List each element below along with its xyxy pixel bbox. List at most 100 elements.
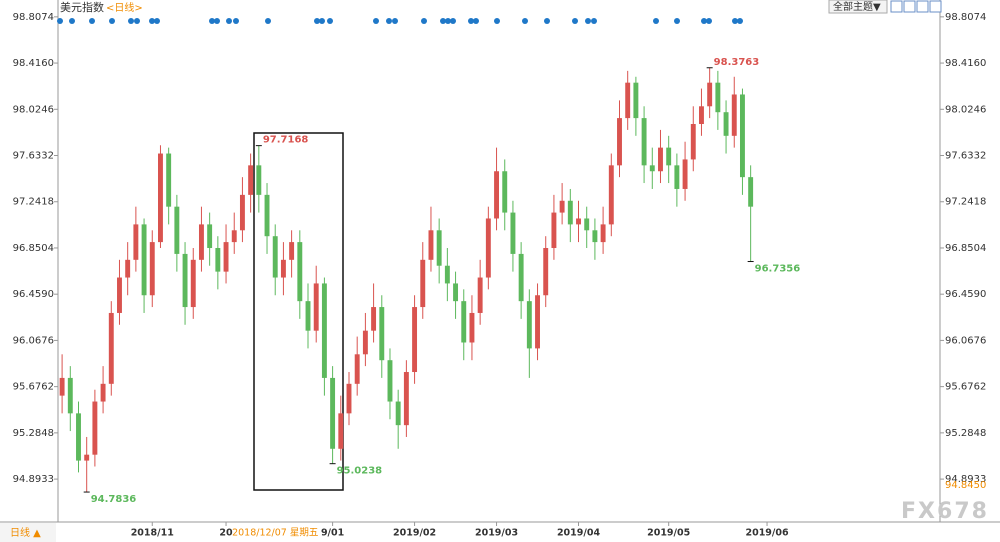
event-dot[interactable] bbox=[69, 18, 75, 24]
y2-tick-label: 96.8504 bbox=[945, 243, 986, 254]
candle-body bbox=[182, 253, 188, 308]
candle-body bbox=[289, 242, 295, 260]
event-dot[interactable] bbox=[421, 18, 427, 24]
candle-body bbox=[510, 212, 516, 254]
theme-button-label: 全部主题▼ bbox=[833, 0, 881, 13]
event-dot[interactable] bbox=[473, 18, 479, 24]
event-dot[interactable] bbox=[134, 18, 140, 24]
candle-body bbox=[436, 230, 442, 266]
candle-body bbox=[494, 171, 499, 219]
candle-body bbox=[739, 94, 745, 178]
candle-body bbox=[666, 147, 672, 166]
close-icon[interactable] bbox=[929, 0, 942, 13]
candle-body bbox=[715, 82, 721, 113]
event-dot[interactable] bbox=[89, 18, 95, 24]
candle-body bbox=[166, 153, 172, 207]
annotation-label: 95.0238 bbox=[337, 466, 383, 477]
candle-body bbox=[584, 218, 590, 231]
candle-body bbox=[387, 360, 393, 402]
candle-body bbox=[125, 259, 131, 278]
candle-body bbox=[264, 194, 270, 237]
event-dot[interactable] bbox=[327, 18, 333, 24]
candle-body bbox=[444, 265, 450, 284]
candle-body bbox=[305, 301, 311, 331]
candle-body bbox=[239, 194, 245, 231]
candle-body bbox=[223, 242, 229, 272]
x-tick-label: 2019/04 bbox=[557, 528, 601, 539]
event-dot[interactable] bbox=[109, 18, 115, 24]
event-dot[interactable] bbox=[440, 18, 446, 24]
event-dot[interactable] bbox=[209, 18, 215, 24]
x-tick-label: 20 bbox=[219, 528, 233, 539]
candle-body bbox=[313, 283, 319, 331]
candle-body bbox=[625, 82, 631, 119]
watermark: FX678 bbox=[901, 499, 989, 524]
event-dot[interactable] bbox=[522, 18, 528, 24]
candle-body bbox=[633, 82, 639, 119]
y2-tick-label: 96.0676 bbox=[945, 335, 986, 346]
event-dot[interactable] bbox=[319, 18, 325, 24]
candle-body bbox=[682, 159, 688, 189]
event-dot[interactable] bbox=[468, 18, 474, 24]
candle-body bbox=[215, 248, 221, 272]
event-dot[interactable] bbox=[233, 18, 239, 24]
candle-body bbox=[477, 277, 483, 313]
event-dot[interactable] bbox=[544, 18, 550, 24]
candle-body bbox=[608, 165, 614, 225]
candle-body bbox=[600, 224, 606, 243]
event-dot[interactable] bbox=[732, 18, 738, 24]
event-dot[interactable] bbox=[572, 18, 578, 24]
y-tick-label: 96.4590 bbox=[13, 289, 54, 300]
annotation-label: 97.7168 bbox=[263, 135, 309, 146]
event-dot[interactable] bbox=[737, 18, 743, 24]
event-dot[interactable] bbox=[214, 18, 220, 24]
event-dot[interactable] bbox=[128, 18, 134, 24]
candle-body bbox=[674, 165, 680, 189]
candle-body bbox=[190, 259, 196, 308]
event-dot[interactable] bbox=[226, 18, 232, 24]
event-dot[interactable] bbox=[445, 18, 451, 24]
event-dot[interactable] bbox=[706, 18, 712, 24]
zoom-icon[interactable] bbox=[890, 0, 903, 13]
event-dot[interactable] bbox=[154, 18, 160, 24]
period-button-bg[interactable] bbox=[0, 523, 56, 542]
candle-body bbox=[133, 224, 139, 260]
candle-body bbox=[518, 253, 524, 302]
theme-button[interactable] bbox=[828, 0, 888, 14]
event-dot[interactable] bbox=[591, 18, 597, 24]
fit-icon[interactable] bbox=[903, 0, 916, 13]
event-dot[interactable] bbox=[314, 18, 320, 24]
event-dot[interactable] bbox=[386, 18, 392, 24]
event-dot[interactable] bbox=[265, 18, 271, 24]
x-tick-label: 2019/06 bbox=[745, 528, 789, 539]
candle-body bbox=[461, 301, 467, 343]
candle-body bbox=[321, 283, 327, 378]
event-dot[interactable] bbox=[149, 18, 155, 24]
y-tick-label: 97.6332 bbox=[13, 151, 54, 162]
candle-body bbox=[485, 218, 491, 278]
candle-body bbox=[338, 413, 344, 449]
event-dot[interactable] bbox=[585, 18, 591, 24]
period-button[interactable]: 日线 ▲ bbox=[10, 526, 41, 539]
event-dot[interactable] bbox=[653, 18, 659, 24]
candle-body bbox=[576, 218, 581, 225]
chart-subtitle: <日线> bbox=[106, 1, 143, 14]
event-dot[interactable] bbox=[57, 18, 63, 24]
candle-body bbox=[59, 377, 65, 396]
event-dot[interactable] bbox=[701, 18, 707, 24]
candle-body bbox=[526, 301, 532, 349]
event-dot[interactable] bbox=[494, 18, 500, 24]
candle-body bbox=[535, 295, 540, 349]
grid-icon[interactable] bbox=[916, 0, 929, 13]
event-dot[interactable] bbox=[373, 18, 379, 24]
x-tick-label: 2019/02 bbox=[393, 528, 436, 539]
candle-body bbox=[231, 230, 237, 243]
y2-tick-label: 95.6762 bbox=[945, 382, 986, 393]
event-dot[interactable] bbox=[674, 18, 680, 24]
annotation-label: 94.7836 bbox=[91, 494, 137, 505]
y2-tick-label: 98.0246 bbox=[945, 104, 986, 115]
event-dot[interactable] bbox=[392, 18, 398, 24]
candle-body bbox=[559, 200, 565, 213]
event-dot[interactable] bbox=[450, 18, 456, 24]
y-tick-label: 98.0246 bbox=[13, 104, 54, 115]
